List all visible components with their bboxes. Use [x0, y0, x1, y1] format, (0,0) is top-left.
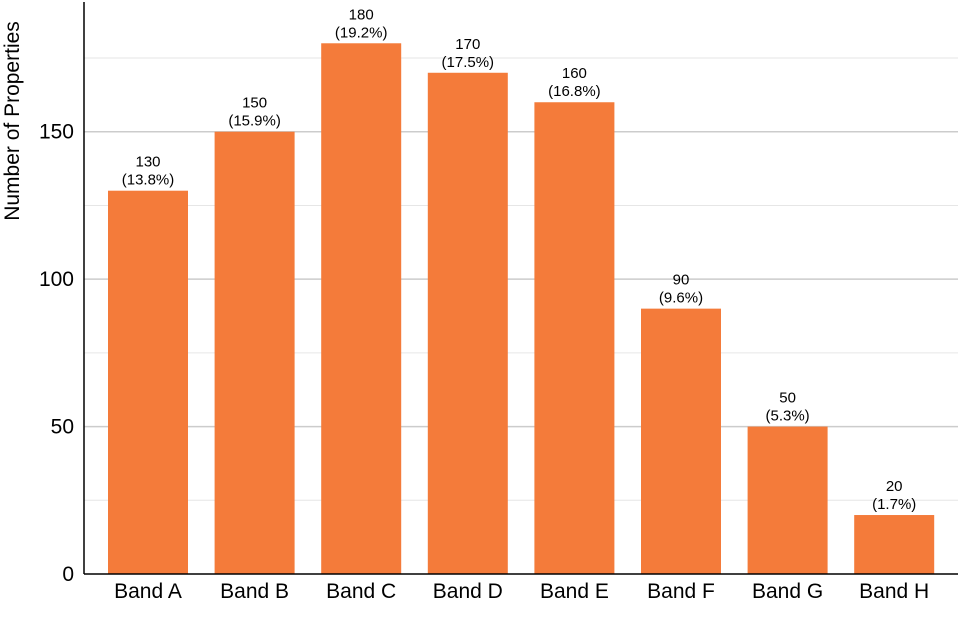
bar: [854, 515, 935, 574]
x-tick-label: Band D: [433, 580, 503, 603]
bar: [321, 43, 402, 575]
bar: [641, 308, 721, 574]
bar: [214, 131, 295, 574]
bar-value-label: 180: [349, 6, 374, 23]
bar-value-label: 20: [886, 478, 903, 495]
x-tick-label: Band H: [859, 580, 929, 603]
bar-value-label: 90: [673, 272, 690, 289]
bar: [427, 72, 508, 575]
y-tick-label: 0: [62, 563, 74, 586]
bar: [747, 426, 828, 574]
bar-percent-label: (15.9%): [228, 113, 281, 130]
bar-percent-label: (9.6%): [659, 290, 703, 307]
bars: [108, 43, 935, 575]
bar-percent-label: (19.2%): [335, 24, 388, 41]
bar-value-label: 160: [562, 65, 587, 82]
x-tick-label: Band B: [220, 580, 289, 603]
x-tick-labels: Band A Band B Band C Band D Band E Band F Band…: [114, 580, 929, 603]
bar-value-label: 130: [135, 154, 160, 171]
bar: [108, 190, 188, 574]
bar-value-label: 150: [242, 95, 267, 112]
bar-percent-label: (16.8%): [548, 83, 601, 100]
x-tick-label: Band F: [647, 580, 715, 603]
bar-percent-label: (17.5%): [442, 54, 495, 71]
bar-value-label: 50: [779, 390, 796, 407]
y-tick-label: 100: [39, 268, 74, 291]
y-tick-label: 50: [51, 416, 74, 439]
bar: [534, 102, 615, 574]
x-tick-label: Band E: [540, 580, 609, 603]
bar-percent-label: (5.3%): [766, 408, 810, 425]
bar-value-labels: 130(13.8%) 150(15.9%) 180(19.2%) 170(17.5%)…: [122, 6, 917, 513]
y-axis-title: Number of Properties: [1, 21, 24, 221]
bar-value-label: 170: [455, 36, 480, 53]
bar-percent-label: (1.7%): [872, 496, 916, 513]
x-tick-label: Band G: [752, 580, 823, 603]
bar-percent-label: (13.8%): [122, 172, 175, 189]
y-tick-label: 150: [39, 121, 74, 144]
x-tick-label: Band C: [326, 580, 396, 603]
y-tick-labels: 0 50 100 150: [39, 121, 74, 586]
axes: [83, 2, 958, 575]
x-tick-label: Band A: [114, 580, 182, 603]
